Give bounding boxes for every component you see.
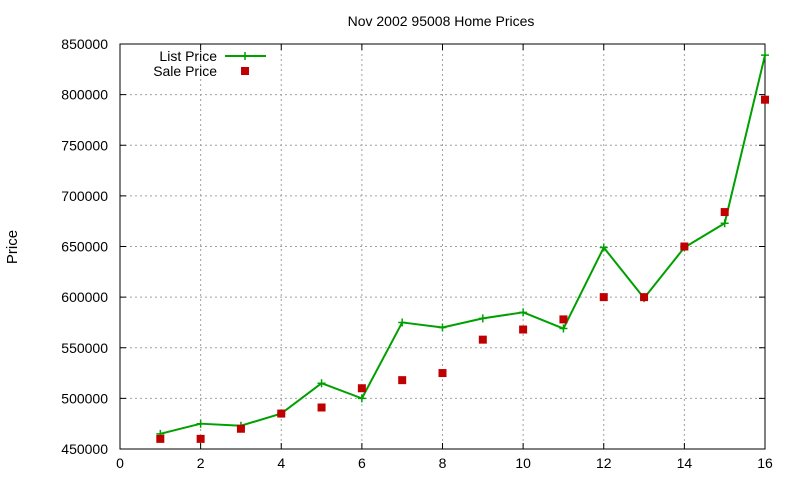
legend-label-sale-price: Sale Price <box>153 63 217 79</box>
sale-price-point <box>478 335 487 344</box>
x-tick-label: 10 <box>515 455 531 471</box>
y-tick-label: 800000 <box>61 87 108 103</box>
y-tick-label: 450000 <box>61 441 108 457</box>
y-tick-label: 550000 <box>61 340 108 356</box>
sale-price-point <box>761 95 769 104</box>
x-tick-label: 12 <box>596 455 612 471</box>
y-axis-label: Price <box>4 230 21 264</box>
list-price-point <box>438 323 447 332</box>
list-price-point <box>357 394 366 403</box>
sale-price-point <box>680 242 689 251</box>
chart-title: Nov 2002 95008 Home Prices <box>348 13 535 29</box>
y-tick-label: 850000 <box>61 36 108 52</box>
sale-price-point <box>519 325 528 334</box>
list-price-point <box>519 308 528 317</box>
sale-price-point <box>720 208 729 217</box>
sale-price-point <box>196 434 205 443</box>
y-tick-label: 650000 <box>61 239 108 255</box>
sale-price-point <box>438 369 447 378</box>
list-price-point <box>317 379 326 388</box>
legend-label-list-price: List Price <box>159 48 217 64</box>
legend-plus-glyph <box>241 52 249 60</box>
plot-border <box>119 43 766 450</box>
y-tick-label: 700000 <box>61 188 108 204</box>
sale-price-point <box>357 384 366 393</box>
x-tick-label: 0 <box>116 455 124 471</box>
sale-price-point <box>599 293 608 302</box>
legend-marker-sale-price <box>241 67 249 75</box>
sale-price-point <box>277 409 286 418</box>
axis-ticks: 0 2 4 6 8 10 12 14 16 450000 500000 550000 600000 650… <box>61 36 773 471</box>
sale-price-point <box>317 403 326 412</box>
legend: List Price Sale Price <box>153 48 266 79</box>
y-tick-label: 500000 <box>61 390 108 406</box>
sale-price-point <box>559 315 568 324</box>
sale-price-point <box>156 434 165 443</box>
x-tick-label: 14 <box>677 455 693 471</box>
list-price-point <box>559 324 568 333</box>
y-tick-label: 600000 <box>61 289 108 305</box>
x-tick-label: 2 <box>197 455 205 471</box>
list-price-point <box>761 51 769 60</box>
y-tick-label: 750000 <box>61 137 108 153</box>
list-price-point <box>196 419 205 428</box>
list-price-point <box>599 243 608 252</box>
x-tick-label: 4 <box>277 455 285 471</box>
x-tick-label: 8 <box>439 455 447 471</box>
x-tick-label: 6 <box>358 455 366 471</box>
list-price-point <box>398 318 407 327</box>
legend-marker-list-price <box>241 52 249 60</box>
list-price-line <box>160 54 766 435</box>
sale-price-point <box>398 376 407 385</box>
x-tick-label: 16 <box>757 455 773 471</box>
series <box>156 51 769 443</box>
list-price-point <box>478 314 487 323</box>
grid <box>120 44 765 449</box>
sale-price-point <box>640 293 649 302</box>
sale-price-point <box>236 424 245 433</box>
list-price-point <box>720 219 729 228</box>
